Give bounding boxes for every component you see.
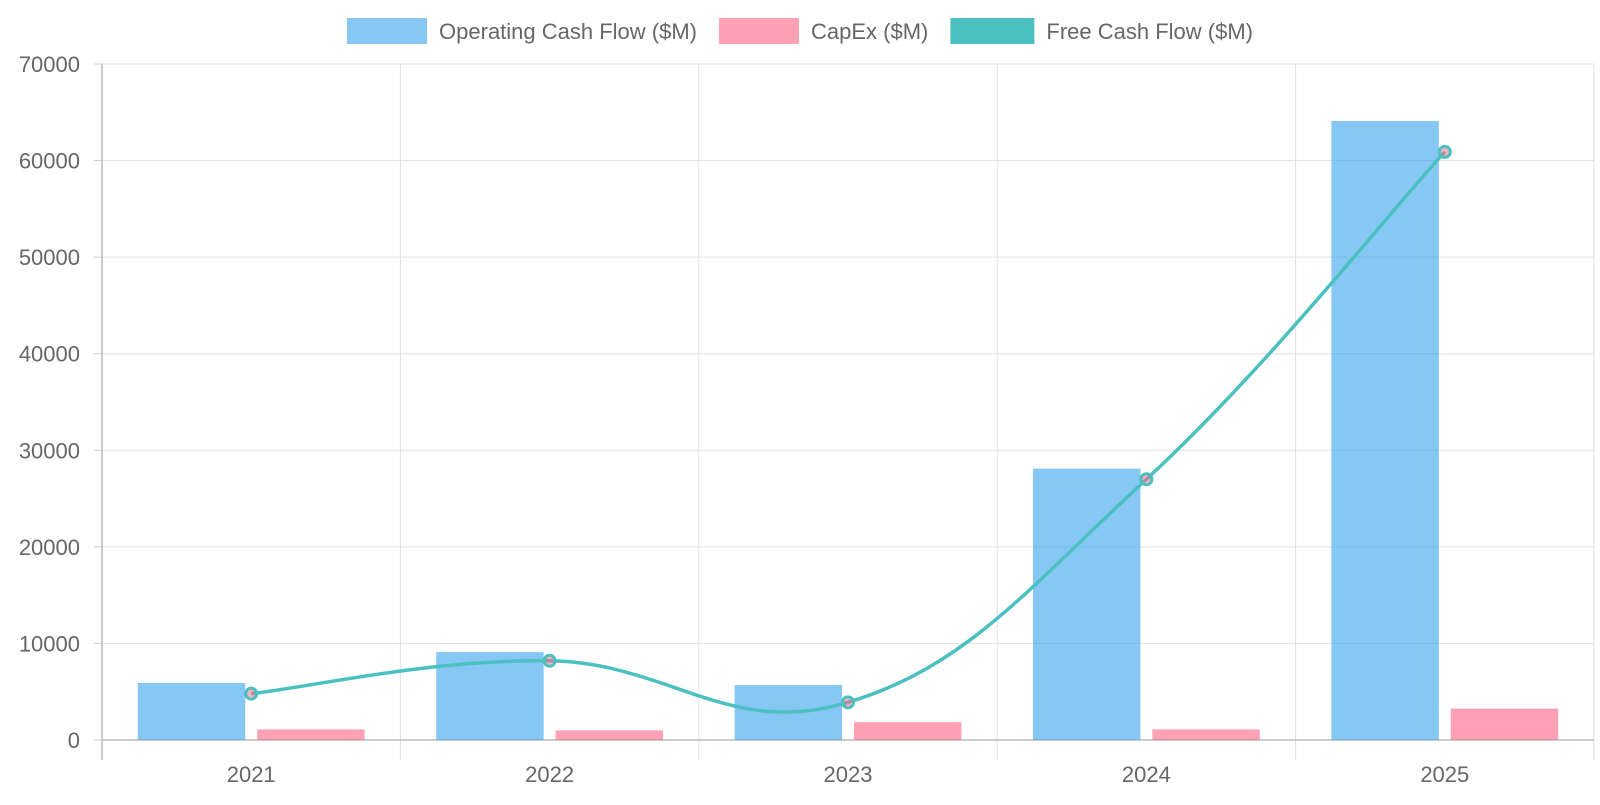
- x-tick-label: 2024: [1122, 762, 1171, 787]
- y-tick-label: 0: [68, 728, 80, 753]
- legend-item[interactable]: Operating Cash Flow ($M): [347, 18, 697, 44]
- legend-item[interactable]: CapEx ($M): [719, 18, 928, 44]
- free-cash-flow-line: [251, 150, 1447, 714]
- x-tick-label: 2023: [824, 762, 873, 787]
- bar-capex[interactable]: [1450, 708, 1559, 740]
- x-tick-label: 2021: [227, 762, 276, 787]
- legend-swatch: [950, 18, 1035, 44]
- legend-swatch: [719, 18, 800, 44]
- y-tick-label: 20000: [19, 535, 80, 560]
- legend-label: Free Cash Flow ($M): [1046, 19, 1253, 44]
- bar-capex[interactable]: [1152, 729, 1260, 740]
- y-tick-label: 60000: [19, 149, 80, 174]
- free-cash-flow-point[interactable]: [542, 653, 557, 668]
- y-tick-label: 70000: [19, 52, 80, 77]
- legend: Operating Cash Flow ($M) CapEx ($M) Free C…: [347, 18, 1253, 44]
- y-tick-label: 40000: [19, 342, 80, 367]
- y-tick-label: 30000: [19, 438, 80, 463]
- bar-operating-cash-flow[interactable]: [436, 652, 544, 740]
- free-cash-flow-point[interactable]: [841, 695, 855, 710]
- free-cash-flow-point[interactable]: [1139, 472, 1154, 487]
- free-cash-flow-point[interactable]: [1437, 144, 1452, 159]
- x-tick-label: 2025: [1420, 762, 1469, 787]
- legend-swatch: [347, 18, 428, 44]
- bar-operating-cash-flow[interactable]: [137, 683, 246, 740]
- free-cash-flow-point[interactable]: [244, 686, 259, 701]
- legend-label: Operating Cash Flow ($M): [439, 19, 697, 44]
- legend-label: CapEx ($M): [811, 19, 928, 44]
- bar-capex[interactable]: [853, 722, 962, 740]
- bar-operating-cash-flow[interactable]: [1331, 120, 1439, 740]
- y-tick-label: 50000: [19, 245, 80, 270]
- grid-layer: [102, 63, 1595, 760]
- axis-layer: 0 10000 20000 30000 40000 50000 60000 70000 2021…: [19, 52, 1594, 787]
- bar-capex[interactable]: [555, 730, 663, 740]
- legend-item[interactable]: Free Cash Flow ($M): [950, 18, 1253, 44]
- x-tick-label: 2022: [525, 762, 574, 787]
- line-layer: [244, 144, 1452, 714]
- bar-capex[interactable]: [257, 729, 365, 740]
- y-tick-label: 10000: [19, 631, 80, 656]
- bar-operating-cash-flow[interactable]: [1033, 468, 1141, 740]
- bar-layer: [137, 120, 1559, 740]
